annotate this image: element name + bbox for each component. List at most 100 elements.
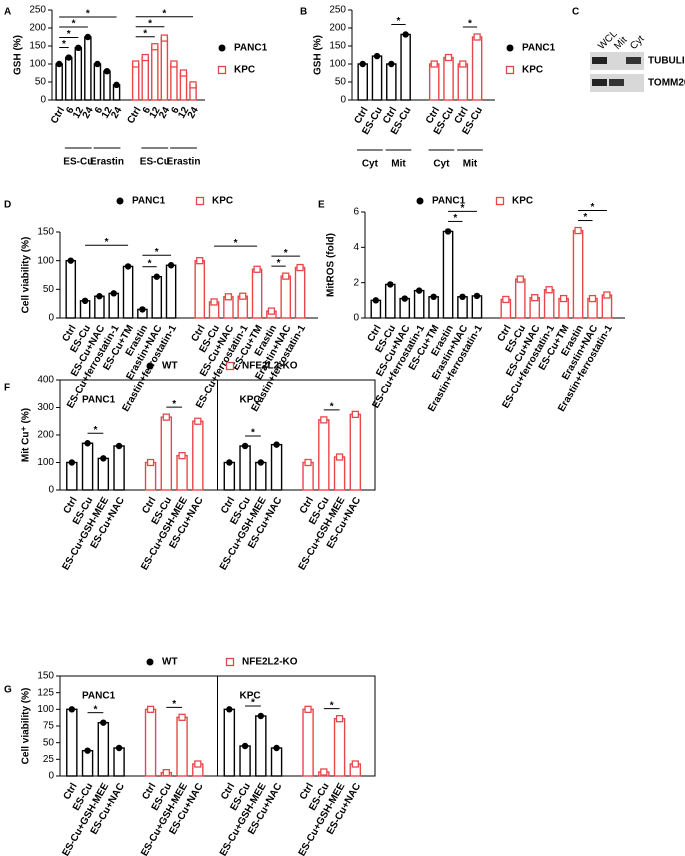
point	[531, 294, 539, 302]
bar	[223, 461, 236, 491]
group-label: Erastin	[167, 157, 201, 168]
y-tick-label: 400	[37, 375, 54, 386]
bar	[280, 275, 292, 319]
bar	[64, 56, 73, 101]
y-tick-label: 150	[37, 227, 54, 238]
point	[151, 43, 159, 51]
group-label: ES-Cu	[63, 157, 93, 168]
y-tick-label: 50	[335, 77, 347, 88]
point	[84, 440, 91, 447]
bar	[144, 461, 157, 491]
panel-letter: C	[572, 7, 579, 18]
x-tick-label: 24	[109, 105, 124, 121]
bar	[141, 56, 149, 101]
point	[84, 747, 91, 754]
subpanel-title: PANC1	[82, 691, 116, 702]
point	[226, 459, 233, 466]
bar	[97, 721, 110, 777]
point	[574, 226, 582, 235]
legend-label: PANC1	[432, 196, 466, 207]
legend-label: NFE2L2-KO	[242, 657, 298, 668]
bar	[270, 443, 283, 491]
bar	[302, 461, 314, 491]
y-tick-label: 250	[29, 5, 46, 16]
legend-label: KPC	[522, 65, 543, 76]
y-tick-label: 300	[37, 402, 54, 413]
panel-frame	[217, 675, 376, 777]
bar	[160, 416, 173, 491]
y-axis-label: Cell viability (%)	[21, 237, 32, 314]
point	[196, 257, 204, 265]
y-axis-label: GSH (%)	[313, 35, 324, 75]
significance-label: *	[277, 258, 281, 269]
point	[282, 272, 290, 280]
point	[132, 60, 140, 68]
panel-letter: A	[4, 7, 11, 18]
significance-label: *	[105, 237, 109, 248]
x-tick-label: 24	[186, 105, 201, 121]
legend-marker	[146, 362, 154, 370]
point	[603, 291, 611, 299]
point	[162, 769, 170, 777]
blot-strip	[590, 52, 644, 70]
y-tick-label: 50	[43, 737, 55, 748]
point	[444, 53, 453, 62]
bar	[371, 55, 383, 101]
bar	[151, 46, 159, 101]
point	[68, 706, 76, 713]
group-label: Mit	[463, 159, 478, 170]
point	[459, 293, 466, 300]
legend-marker	[416, 197, 424, 205]
x-tick-label: 12	[100, 105, 115, 121]
significance-label: *	[86, 9, 90, 20]
subpanel-title: PANC1	[82, 395, 116, 406]
point	[351, 410, 359, 419]
point	[320, 768, 328, 776]
bar	[176, 454, 188, 491]
legend-marker	[146, 658, 154, 666]
point	[194, 417, 202, 425]
point	[430, 60, 438, 68]
bar	[165, 264, 177, 319]
y-tick-label: 100	[29, 59, 46, 70]
bar	[357, 63, 369, 101]
group-label: Cyt	[433, 159, 450, 170]
point	[401, 295, 408, 302]
significance-label: *	[172, 699, 176, 710]
significance-label: *	[583, 212, 587, 223]
point	[459, 60, 467, 68]
y-tick-label: 250	[329, 5, 346, 16]
bar	[160, 37, 169, 101]
point	[559, 294, 568, 303]
point	[473, 33, 481, 41]
point	[162, 413, 170, 421]
point	[226, 706, 233, 713]
point	[430, 293, 437, 300]
significance-label: *	[251, 428, 255, 439]
bar	[81, 749, 94, 777]
bar	[471, 36, 483, 101]
y-tick-label: 0	[48, 485, 54, 496]
x-tick-label: 6	[141, 105, 154, 116]
point	[110, 290, 117, 297]
significance-label: *	[234, 238, 238, 249]
bar	[176, 716, 188, 777]
legend-label: PANC1	[234, 43, 268, 54]
bar	[93, 63, 102, 101]
legend-marker	[225, 361, 235, 371]
panel-letter: E	[318, 200, 325, 211]
point	[113, 81, 120, 89]
y-tick-label: 100	[37, 457, 54, 468]
bar	[65, 259, 77, 319]
significance-label: *	[143, 28, 147, 39]
point	[153, 273, 160, 280]
point	[387, 281, 394, 288]
protein-label: TOMM20	[648, 78, 685, 89]
legend-label: PANC1	[522, 43, 556, 54]
point	[239, 292, 247, 300]
y-tick-label: 4	[353, 242, 359, 253]
protein-label: TUBULIN	[648, 56, 685, 67]
panel-letter: D	[4, 200, 11, 211]
point	[516, 275, 524, 283]
